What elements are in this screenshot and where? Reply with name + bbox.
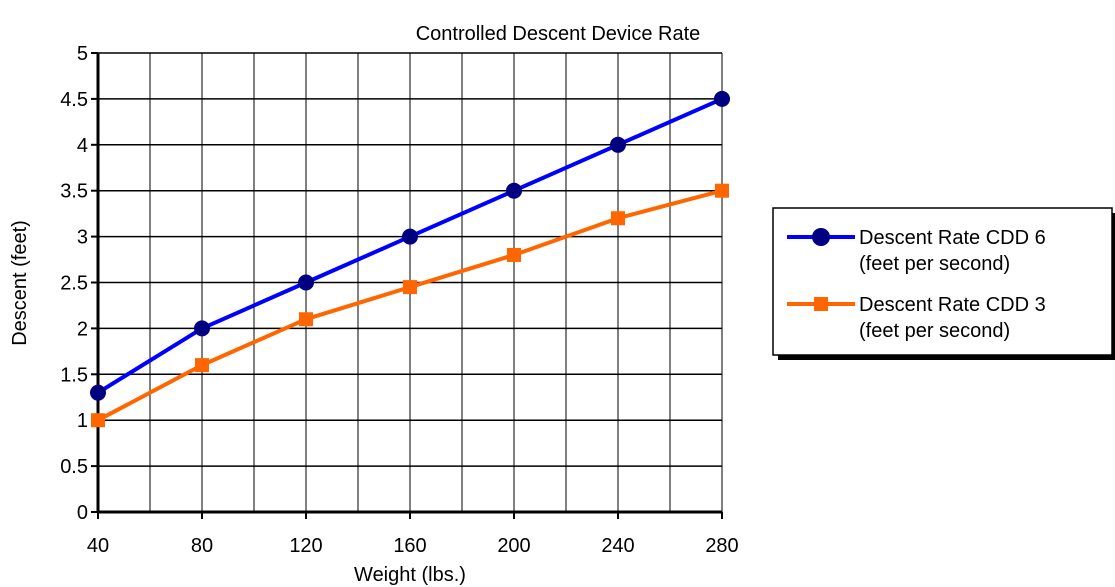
y-tick-label: 5 [77,43,88,65]
data-point [611,211,625,226]
x-axis-label: Weight (lbs.) [354,564,466,586]
data-point [194,320,210,337]
y-tick-label: 1.5 [60,364,88,386]
data-point [507,247,521,262]
grid [98,52,723,512]
legend-label: (feet per second) [859,320,1010,342]
data-point [506,182,522,199]
x-tick-label: 80 [191,535,213,557]
y-tick-label: 3.5 [60,181,88,203]
data-point [195,358,209,373]
series-layer [90,90,730,428]
y-tick-label: 4.5 [60,89,88,111]
data-point [610,136,626,153]
legend-box [772,207,1113,356]
y-tick-label: 0.5 [60,456,88,478]
chart-title: Controlled Descent Device Rate [416,23,701,45]
data-point [403,280,417,295]
x-axis: 40 80 120 160 200 240 280 [87,512,739,557]
data-point [299,312,313,327]
y-tick-label: 3 [77,227,88,249]
legend-marker [812,228,830,246]
legend-label: Descent Rate CDD 3 [859,294,1046,316]
x-tick-label: 200 [497,535,530,557]
series-1 [90,90,730,401]
y-tick-label: 4 [77,135,88,157]
legend-label: (feet per second) [859,253,1010,275]
legend-label: Descent Rate CDD 6 [859,227,1046,249]
x-tick-label: 120 [289,535,322,557]
x-tick-label: 240 [601,535,634,557]
legend-item-2: Descent Rate CDD 3 (feet per second) [787,294,1046,342]
y-tick-label: 2.5 [60,273,88,295]
data-point [714,90,730,107]
data-point [402,228,418,245]
legend-item-1: Descent Rate CDD 6 (feet per second) [787,227,1046,275]
legend-marker [814,297,828,311]
y-axis-label: Descent (feet) [9,220,31,346]
y-tick-label: 0 [77,502,88,524]
x-tick-label: 160 [393,535,426,557]
series-2 [91,183,729,428]
data-point [298,274,314,291]
y-tick-label: 2 [77,318,88,340]
y-axis: 0 0.5 1 1.5 2 2.5 3 3.5 4 4.5 5 [60,43,98,524]
x-tick-label: 40 [87,535,109,557]
data-point [90,384,106,401]
legend: Descent Rate CDD 6(feet per second)Desce… [772,207,1115,360]
data-point [715,183,729,198]
x-tick-label: 280 [705,535,738,557]
y-tick-label: 1 [77,410,88,432]
data-point [91,413,105,428]
